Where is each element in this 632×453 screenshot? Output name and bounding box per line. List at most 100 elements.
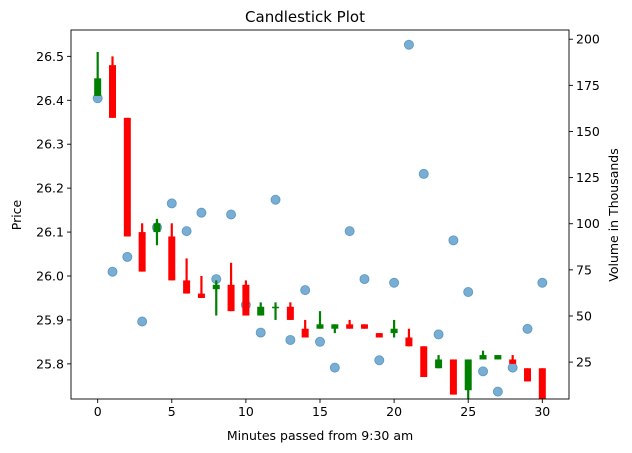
candle-body [301,328,309,338]
candle-23 [435,355,443,369]
candle-wick [318,311,322,329]
candle-body [509,359,517,364]
volume-point-15 [314,336,325,347]
price-tick-label: 26.0 [36,269,64,284]
candle-body [331,324,339,329]
candle-2 [123,117,131,237]
candle-body [449,359,457,395]
volume-point-23 [433,329,444,340]
volume-axis-title: Volume in Thousands [606,148,621,282]
price-axis: 25.8 25.9 26.0 26.1 26.2 26.3 26.4 26.5 [36,49,71,371]
volume-point-2 [122,251,133,262]
candle-wick [96,51,99,96]
volume-point-14 [300,285,311,296]
volume-point-22 [418,168,429,179]
chart-title: Candlestick Plot [245,8,365,26]
candle-7 [197,276,205,298]
candle-15 [316,311,324,329]
candle-8 [212,280,220,316]
volume-point-11 [255,327,266,338]
price-tick-label: 25.9 [36,312,64,327]
candle-20 [390,319,398,338]
candle-29 [524,368,531,382]
volume-tick-label: 175 [576,78,600,93]
candle-13 [286,302,294,320]
price-axis-title: Price [9,199,24,230]
candle-body [183,280,191,294]
candle-18 [360,324,368,329]
volume-point-5 [166,198,177,209]
x-axis: 0 5 10 15 20 25 30 [94,399,550,419]
price-tick-label: 26.3 [36,137,64,152]
candle-body [524,368,531,382]
candle-body [242,284,250,316]
price-tick-label: 26.1 [36,225,64,240]
candle-body [138,232,146,272]
candle-body [212,284,220,290]
candle-0 [94,51,102,96]
volume-tick-label: 150 [576,124,600,139]
volume-point-17 [344,226,355,237]
candle-body [435,359,443,369]
volume-point-25 [463,286,474,297]
volume-tick-label: 50 [576,308,592,323]
candle-body [464,359,472,391]
volume-point-1 [107,266,118,277]
candle-30 [538,368,546,399]
volume-point-30 [537,277,548,288]
candle-10 [242,280,250,316]
candle-wick [200,276,203,298]
price-tick-label: 26.2 [36,181,64,196]
candle-4 [153,218,161,246]
candle-body [405,337,413,347]
candle-body [168,236,176,281]
candle-9 [227,262,235,312]
candle-body [109,65,116,118]
price-tick-label: 26.4 [36,93,64,108]
volume-point-18 [359,274,370,285]
volume-point-19 [374,355,385,366]
candle-6 [183,258,191,294]
candle-body [197,293,205,298]
candle-26 [479,350,487,360]
candle-17 [346,319,354,329]
candle-16 [331,324,339,334]
volume-tick-label: 200 [576,32,600,47]
volume-tick-label: 75 [576,262,592,277]
candle-25 [464,359,472,399]
x-tick-label: 25 [460,404,476,419]
volume-layer [92,39,548,397]
volume-point-16 [329,362,340,373]
candle-wick [215,280,218,316]
candle-body [360,324,368,329]
candle-wick [481,350,485,360]
candle-body [479,355,487,360]
candle-body [286,306,294,320]
volume-point-9 [226,209,237,220]
volume-tick-label: 25 [576,355,592,370]
x-tick-label: 0 [94,404,102,419]
candle-14 [301,319,309,338]
volume-point-29 [522,323,533,334]
candle-body [257,306,265,316]
candle-11 [257,302,265,316]
candle-body [94,78,102,96]
candle-body [272,306,280,309]
candle-21 [405,328,413,347]
candle-body [227,284,235,312]
candle-5 [168,223,176,281]
candle-body [316,324,324,329]
candle-body [390,328,398,334]
price-tick-label: 25.8 [36,356,64,371]
candle-wick [185,258,188,294]
candle-wick [274,302,277,320]
candle-wick [348,319,351,329]
candle-body [494,355,502,360]
x-tick-label: 5 [168,404,176,419]
candle-12 [272,302,280,320]
x-tick-label: 10 [238,404,254,419]
volume-point-12 [270,194,281,205]
candle-body [420,346,428,378]
candle-24 [449,359,457,395]
x-tick-label: 15 [312,404,328,419]
